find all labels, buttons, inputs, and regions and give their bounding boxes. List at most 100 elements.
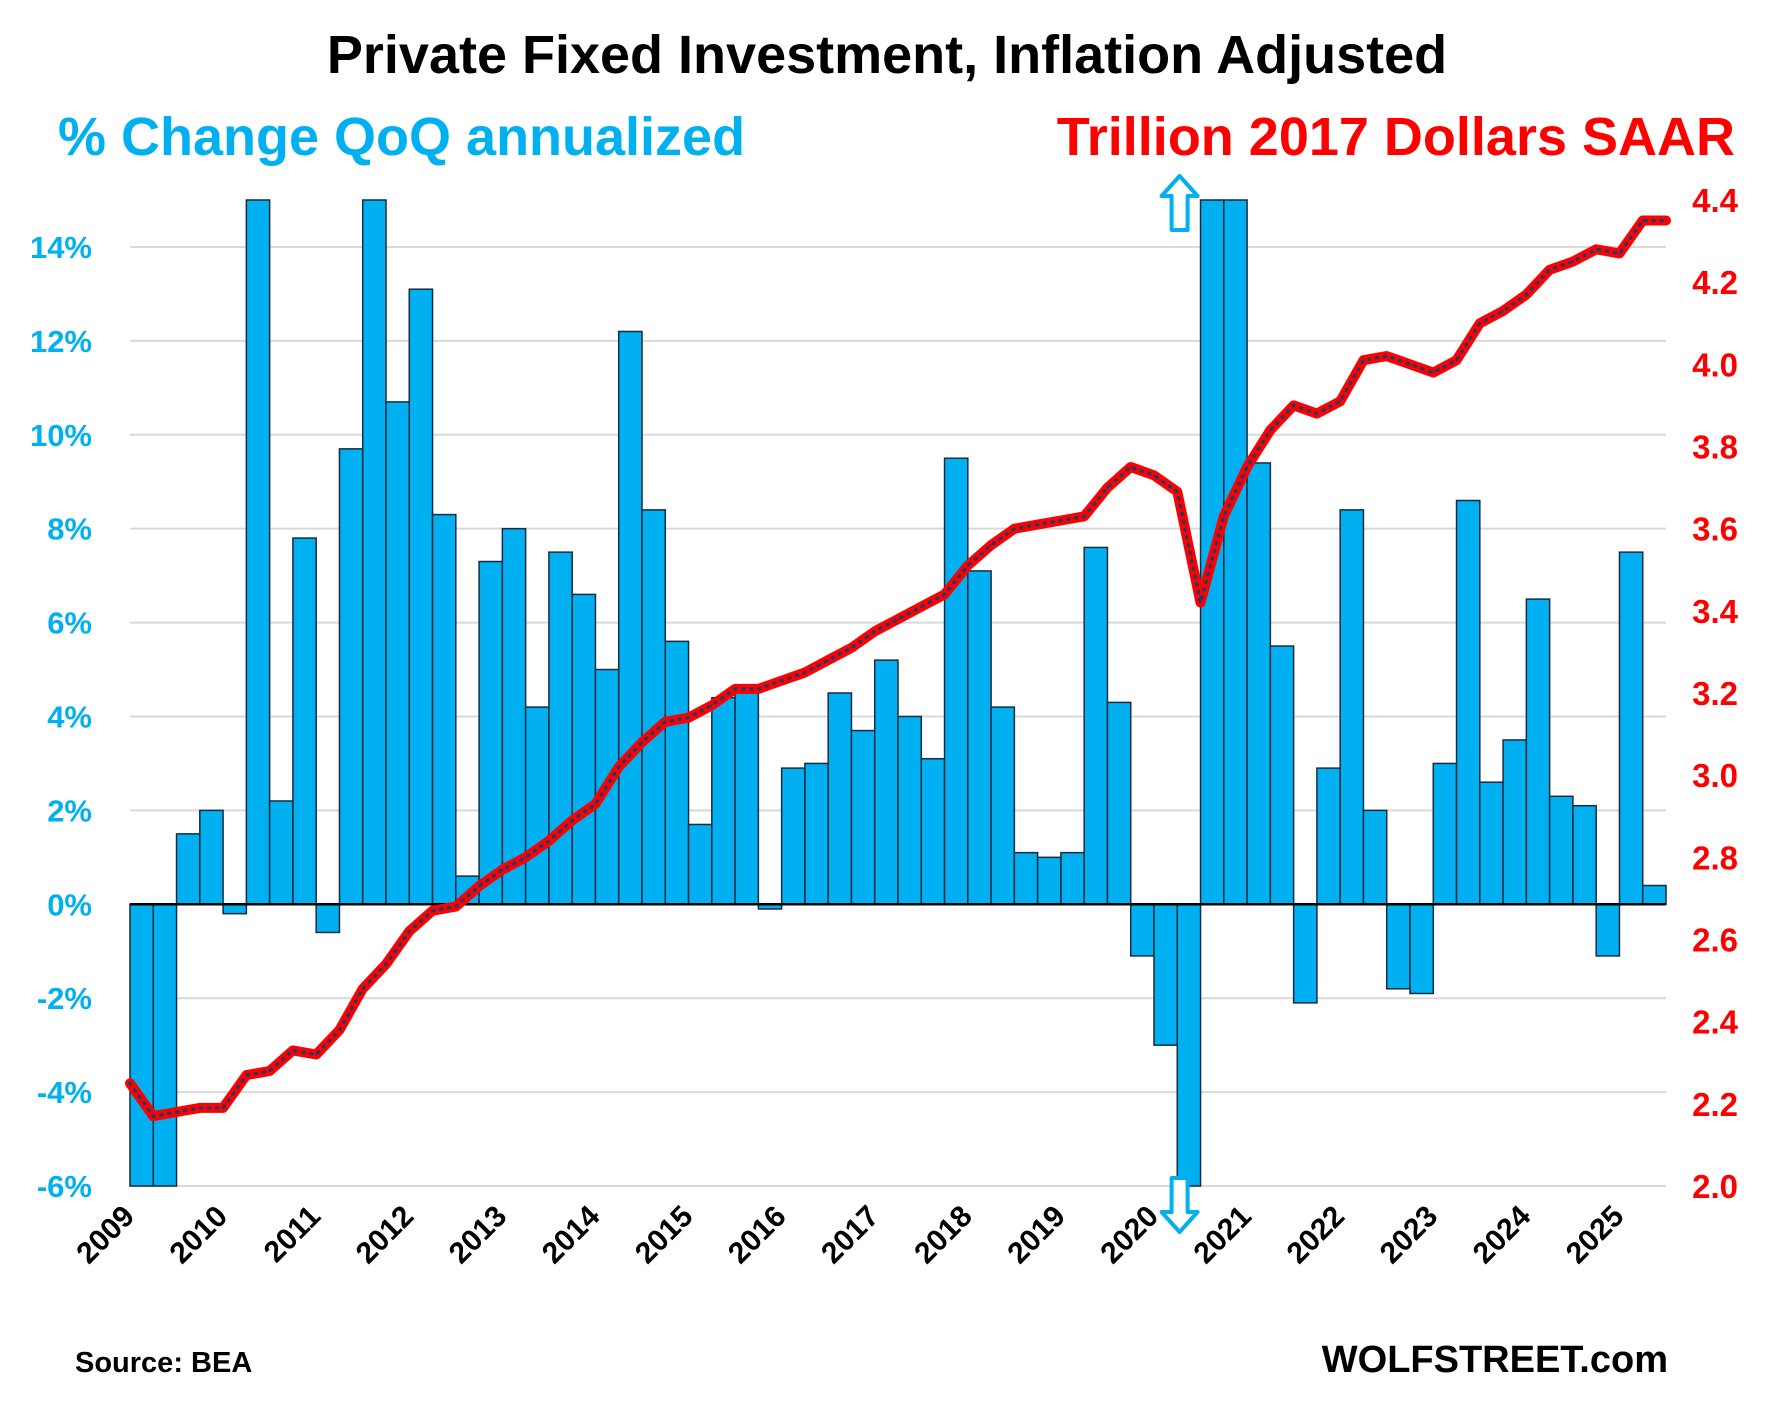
- line-point: [338, 1028, 341, 1031]
- bar: [804, 762, 829, 906]
- line-point: [1432, 371, 1435, 374]
- line-point: [1548, 268, 1551, 271]
- bar: [478, 560, 504, 906]
- bar: [1153, 903, 1179, 1046]
- bar: [385, 401, 411, 906]
- bar: [1269, 645, 1295, 906]
- bar: [501, 527, 527, 906]
- line-point: [291, 1049, 294, 1052]
- right-axis-tick-label: 4.2: [1692, 264, 1738, 301]
- bar: [1246, 462, 1272, 906]
- line-point: [827, 659, 830, 662]
- bar: [780, 767, 806, 906]
- arrow-down-icon: [1159, 1176, 1200, 1234]
- bar: [617, 330, 643, 906]
- bar: [129, 903, 155, 1187]
- bar: [361, 199, 387, 906]
- line-point: [1315, 412, 1318, 415]
- line-point: [408, 930, 411, 933]
- bar: [990, 706, 1016, 906]
- right-axis-tick-label: 2.6: [1692, 922, 1738, 959]
- bar: [967, 570, 992, 906]
- line-point: [1222, 515, 1225, 518]
- bar: [827, 692, 853, 906]
- right-axis-tick-label: 2.0: [1692, 1168, 1738, 1205]
- bar: [1129, 903, 1155, 957]
- line-point: [710, 704, 713, 707]
- right-axis-tick-label: 4.4: [1692, 182, 1739, 219]
- line-point: [1199, 601, 1202, 604]
- line-point: [1246, 466, 1249, 469]
- left-axis-tick-label: 6%: [47, 606, 92, 641]
- line-series: [125, 215, 1671, 1122]
- right-axis-tick-label: 3.2: [1692, 675, 1738, 712]
- bar: [1572, 804, 1597, 906]
- right-axis-ticks: 2.0 2.2 2.4 2.6 2.8 3.0 3.2 3.4 3.6 3.8 4.0 4.2 4.4: [1692, 182, 1739, 1205]
- line-point: [175, 1111, 178, 1114]
- line-point: [1362, 359, 1365, 362]
- line-point: [454, 905, 457, 908]
- bar: [850, 729, 876, 906]
- bar: [943, 457, 969, 906]
- line-point: [687, 716, 690, 719]
- left-axis-tick-label: 4%: [47, 699, 92, 734]
- bar: [315, 903, 341, 934]
- right-axis-tick-label: 2.2: [1692, 1086, 1738, 1123]
- bar: [687, 823, 713, 906]
- left-axis-tick-label: -2%: [37, 981, 92, 1016]
- left-axis-tick-label: 12%: [30, 324, 92, 359]
- bar: [548, 551, 573, 906]
- right-axis-tick-label: 4.0: [1692, 346, 1738, 383]
- line-point: [198, 1106, 201, 1109]
- right-axis-tick-label: 3.8: [1692, 429, 1738, 466]
- bar: [1176, 903, 1202, 1187]
- bar: [292, 537, 317, 906]
- bar: [199, 809, 224, 906]
- line-point: [431, 909, 434, 912]
- bar: [268, 800, 294, 906]
- left-axis-tick-label: 0%: [47, 887, 92, 922]
- bar: [1455, 499, 1481, 906]
- line-point: [1059, 519, 1062, 522]
- line-point: [1525, 293, 1528, 296]
- bar: [711, 696, 736, 906]
- line-point: [664, 720, 667, 723]
- line-point: [594, 802, 597, 805]
- right-axis-tick-label: 2.4: [1692, 1004, 1739, 1041]
- line-point: [571, 819, 574, 822]
- line-point: [1571, 260, 1574, 263]
- bar: [1106, 701, 1132, 906]
- line-point: [547, 839, 550, 842]
- bar: [571, 593, 597, 906]
- line-point: [1292, 404, 1295, 407]
- line-point: [129, 1082, 131, 1085]
- bar: [1316, 767, 1341, 906]
- line-point: [1106, 486, 1109, 489]
- line-point: [617, 765, 620, 768]
- left-axis-tick-label: 2%: [47, 793, 92, 828]
- line-point: [803, 671, 806, 674]
- bar: [1083, 546, 1109, 906]
- bar: [222, 903, 248, 915]
- left-axis-title: % Change QoQ annualized: [58, 107, 745, 167]
- source-note: Source: BEA: [75, 1347, 252, 1379]
- line-point: [1595, 248, 1598, 251]
- line-point: [920, 605, 923, 608]
- bar: [1409, 903, 1435, 995]
- bar: [641, 509, 667, 906]
- bar: [1595, 903, 1621, 957]
- bar: [524, 706, 550, 906]
- line-point: [897, 618, 899, 621]
- bar: [1036, 856, 1062, 906]
- line-point: [850, 646, 853, 649]
- clip-markers: [1159, 174, 1200, 1234]
- line-point: [943, 593, 946, 596]
- line-point: [1153, 474, 1155, 477]
- bar: [1339, 509, 1365, 906]
- line-point: [268, 1069, 271, 1072]
- bar: [245, 199, 271, 906]
- line-point: [1129, 466, 1132, 469]
- line-point: [1083, 515, 1086, 518]
- left-axis-tick-label: 14%: [30, 230, 92, 265]
- line-point: [1385, 355, 1388, 358]
